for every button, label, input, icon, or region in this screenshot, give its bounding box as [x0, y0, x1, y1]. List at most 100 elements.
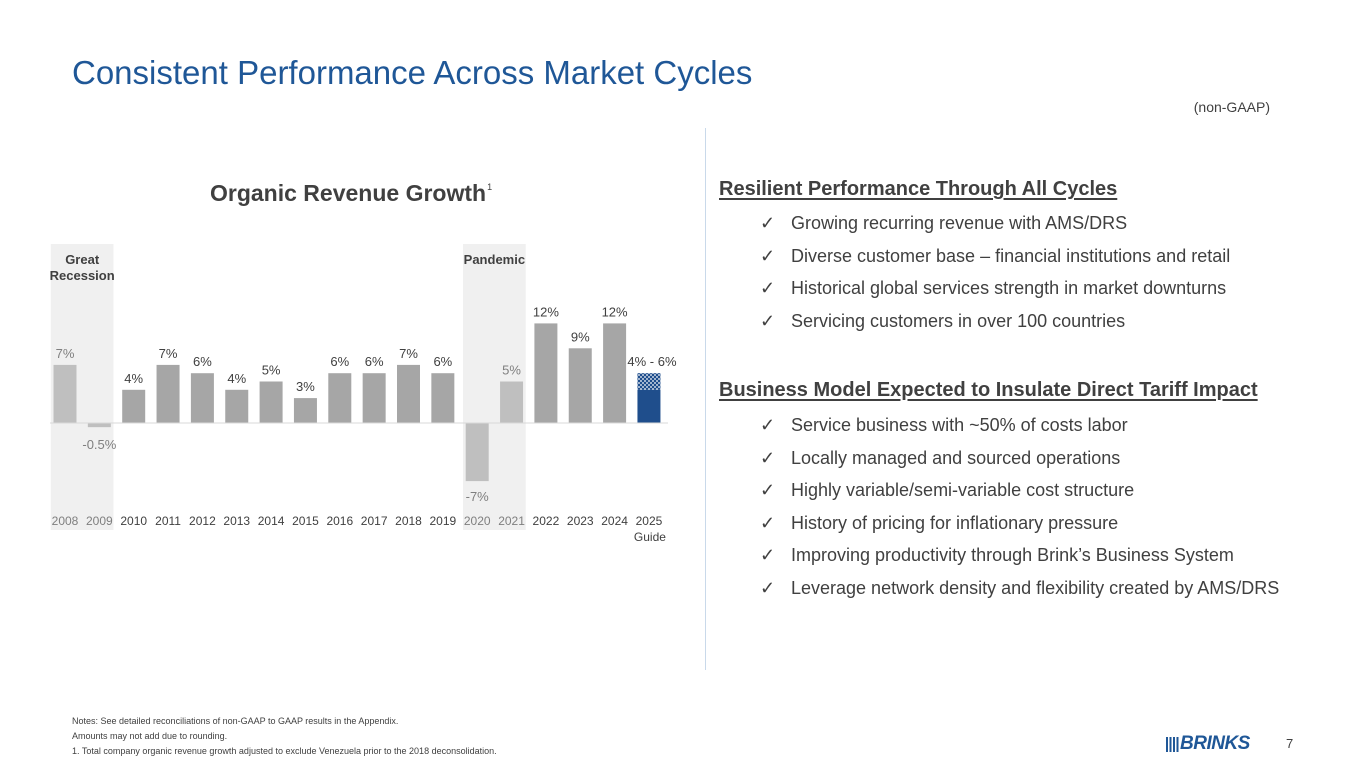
bar-guide-range [637, 373, 661, 390]
tick-label: 2014 [258, 514, 285, 528]
tick-label: 2019 [429, 514, 456, 528]
data-label: 7% [399, 346, 418, 361]
bar [568, 348, 592, 423]
checkmark-icon: ✓ [760, 310, 776, 331]
tick-label: 2025 [636, 514, 663, 528]
bullet-text: Growing recurring revenue with AMS/DRS [791, 213, 1128, 233]
vertical-divider [705, 128, 706, 670]
tick-label: 2017 [361, 514, 388, 528]
shaded-period-label: Great Recession [50, 252, 115, 283]
list-item: ✓ Servicing customers in over 100 countri… [760, 311, 1230, 344]
bar [156, 364, 180, 423]
checkmark-icon: ✓ [760, 512, 776, 533]
footnote-line: 1. Total company organic revenue growth … [72, 746, 497, 756]
tick-label: 2009 [86, 514, 113, 528]
bullet-text: Servicing customers in over 100 countrie… [791, 310, 1126, 331]
tick-sublabel: Guide [634, 530, 666, 544]
bullet-text: Service business with ~50% of costs labo… [791, 415, 1128, 435]
tick-label: 2008 [52, 514, 79, 528]
page-title: Consistent Performance Across Market Cyc… [72, 54, 753, 91]
data-label: 7% [159, 346, 178, 361]
tick-label: 2021 [498, 514, 525, 528]
list-item: ✓ Historical global services strength in … [760, 278, 1230, 311]
bullet-text: Improving productivity through Brink’s B… [791, 545, 1234, 565]
data-label: 4% [227, 371, 246, 386]
data-label: 6% [433, 354, 452, 369]
data-label: 6% [193, 354, 212, 369]
bullet-text: Highly variable/semi-variable cost struc… [791, 480, 1135, 500]
footnote-line: Amounts may not add due to rounding. [72, 731, 228, 741]
section-heading-business-model: Business Model Expected to Insulate Dire… [719, 379, 1258, 401]
bar [534, 323, 558, 423]
list-item: ✓ Improving productivity through Brink’s … [760, 545, 1279, 578]
data-label: 9% [571, 329, 590, 344]
data-label: 12% [533, 304, 559, 319]
logo-bars-icon [1166, 737, 1179, 752]
bar [465, 423, 489, 482]
non-gaap-note: (non-GAAP) [1193, 99, 1270, 115]
checkmark-icon: ✓ [760, 213, 776, 233]
logo-wordmark: BRINKS [1180, 733, 1250, 754]
tick-label: 2011 [155, 514, 181, 528]
page-number: 7 [1286, 736, 1294, 751]
list-item: ✓ History of pricing for inflationary pre… [760, 513, 1279, 546]
checkmark-icon: ✓ [760, 480, 776, 500]
bar [259, 381, 283, 423]
checkmark-icon: ✓ [760, 278, 776, 298]
data-label: -7% [466, 489, 490, 504]
organic-revenue-growth-chart: Great Recession Pandemic 7% 2008 -0.5% 2009 4%… [50, 244, 677, 544]
bar [87, 423, 111, 428]
bar [190, 373, 214, 423]
checkmark-icon: ✓ [760, 415, 776, 435]
tick-label: 2013 [223, 514, 250, 528]
tick-label: 2010 [120, 514, 147, 528]
bar-guide-low [637, 389, 661, 423]
data-label: 5% [502, 363, 521, 378]
resilient-bullet-list: ✓ Growing recurring revenue with AMS/DRS … [760, 213, 1230, 343]
checkmark-icon: ✓ [760, 545, 776, 565]
bullet-text: Leverage network density and flexibility… [791, 577, 1280, 598]
data-label: 12% [602, 304, 628, 319]
shaded-period-label: Pandemic [464, 252, 525, 267]
bar [500, 381, 524, 423]
bar [431, 373, 455, 423]
list-item: ✓ Locally managed and sourced operations [760, 448, 1279, 481]
chart-title: Organic Revenue Growth1 [210, 180, 492, 207]
bar [328, 373, 352, 423]
bar [53, 364, 77, 423]
data-label: 6% [365, 354, 384, 369]
data-label: 4% - 6% [627, 354, 677, 369]
data-label: 4% [124, 371, 143, 386]
footnotes: Notes: See detailed reconciliations of n… [72, 714, 497, 759]
bullet-text: History of pricing for inflationary pres… [791, 512, 1119, 533]
tick-label: 2020 [464, 514, 491, 528]
checkmark-icon: ✓ [760, 245, 776, 266]
chart-title-text: Organic Revenue Growth [210, 180, 487, 206]
checkmark-icon: ✓ [760, 577, 776, 598]
section-heading-resilient: Resilient Performance Through All Cycles [719, 178, 1118, 200]
bar [122, 389, 146, 423]
tick-label: 2022 [533, 514, 560, 528]
bar [225, 389, 249, 423]
list-item: ✓ Service business with ~50% of costs lab… [760, 415, 1279, 448]
list-item: ✓ Diverse customer base – financial insti… [760, 246, 1230, 279]
checkmark-icon: ✓ [760, 447, 776, 468]
business-model-bullet-list: ✓ Service business with ~50% of costs lab… [760, 415, 1279, 610]
bullet-text: Historical global services strength in m… [791, 278, 1227, 298]
list-item: ✓ Growing recurring revenue with AMS/DRS [760, 213, 1230, 246]
chart-footnote-mark: 1 [487, 182, 493, 192]
tick-label: 2018 [395, 514, 422, 528]
tick-label: 2015 [292, 514, 319, 528]
data-label: 6% [330, 354, 349, 369]
bar [603, 323, 627, 423]
bar [293, 398, 317, 423]
data-label: 7% [56, 346, 75, 361]
data-label: 3% [296, 379, 315, 394]
bullet-text: Diverse customer base – financial instit… [791, 245, 1231, 266]
bar [362, 373, 386, 423]
tick-label: 2012 [189, 514, 216, 528]
bar [397, 364, 420, 423]
tick-label: 2016 [326, 514, 353, 528]
list-item: ✓ Highly variable/semi-variable cost stru… [760, 480, 1279, 513]
list-item: ✓ Leverage network density and flexibilit… [760, 578, 1279, 611]
